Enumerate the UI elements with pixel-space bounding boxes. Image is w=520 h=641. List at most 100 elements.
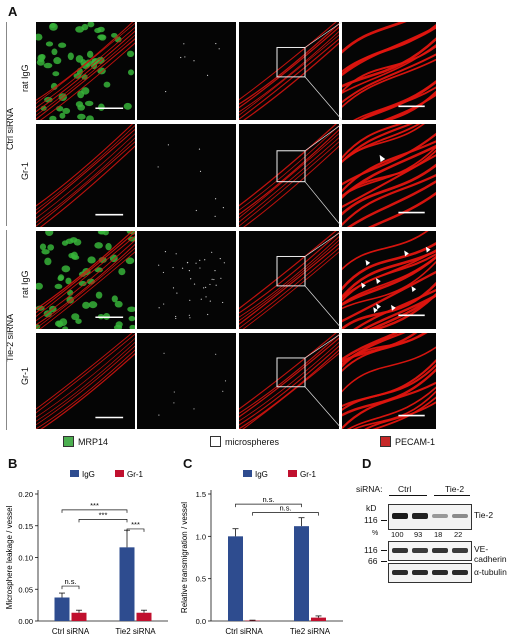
- mrp14-cell: [111, 295, 118, 303]
- pecam-vessel-strand: [36, 22, 135, 104]
- legend-label-gr-1: Gr-1: [300, 470, 317, 479]
- pecam-vessel-strand: [39, 251, 135, 329]
- pecam-zoom-strand: [342, 45, 436, 94]
- microsphere-dot: [199, 267, 201, 269]
- microsphere-dot: [215, 353, 217, 355]
- pecam-vessel-strand: [242, 251, 339, 329]
- microsphere-dot: [189, 317, 191, 319]
- legend-mrp14: MRP14: [63, 436, 108, 447]
- mrp14-cell: [58, 42, 67, 48]
- micrograph-tie2-ratigg-merge: [239, 231, 339, 329]
- legend-swatch-igg: [70, 470, 79, 477]
- mrp14-cell: [51, 48, 58, 56]
- microsphere-dot: [193, 408, 195, 410]
- mrp14-cell: [127, 306, 135, 313]
- y-tick-label: 0.20: [18, 490, 33, 499]
- mrp14-cell: [73, 238, 82, 246]
- y-axis-label: Relative transmigration / vessel: [180, 502, 189, 613]
- microsphere-dot: [215, 284, 217, 286]
- pecam-zoom-strand: [342, 260, 436, 310]
- microsphere-dot: [220, 277, 222, 279]
- y-tick-label: 0.05: [18, 585, 33, 594]
- y-tick-label: 1.0: [196, 532, 206, 541]
- pecam-vessel-strand: [36, 239, 135, 322]
- microsphere-dot: [175, 317, 177, 320]
- mrp14-cell: [87, 22, 95, 28]
- arrowhead-marker: [411, 286, 417, 293]
- pecam-zoom-strand: [342, 255, 436, 307]
- mrp14-cell: [37, 54, 45, 63]
- blot-tie2: [388, 504, 472, 530]
- mrp14-cell: [49, 23, 56, 29]
- pecam-vessel-strand: [36, 247, 135, 329]
- legend-label-microspheres: microspheres: [225, 436, 280, 447]
- x-tick-label: Ctrl siRNA: [225, 627, 263, 636]
- band-label-tie2: Tie-2: [474, 510, 494, 520]
- legend-swatch-igg: [243, 470, 252, 477]
- mrp14-cell: [59, 112, 66, 119]
- mrp14-cell: [111, 32, 118, 38]
- pecam-zoom-strand: [342, 173, 436, 227]
- pecam-vessel-strand: [36, 137, 135, 223]
- microsphere-dot: [173, 402, 175, 404]
- microsphere-dot: [211, 251, 213, 253]
- x-tick-label: Tie2 siRNA: [290, 627, 331, 636]
- pecam-zoom-strand: [382, 93, 436, 120]
- pecam-zoom-strand: [364, 401, 436, 429]
- legend-label-pecam1: PECAM-1: [395, 436, 436, 447]
- mrp14-cell: [45, 231, 54, 236]
- mrp14-cell: [61, 240, 69, 246]
- microsphere-dot: [224, 380, 227, 382]
- microsphere-dot: [167, 144, 169, 146]
- microsphere-dot: [188, 314, 190, 316]
- microsphere-dot: [199, 170, 202, 172]
- microsphere-dot: [205, 296, 207, 298]
- band-tie2-lane2: [412, 513, 428, 519]
- bar-gr-1: [245, 620, 260, 622]
- arrowhead-marker: [425, 246, 431, 253]
- pecam-zoom-strand: [352, 390, 436, 429]
- microsphere-dot: [209, 300, 211, 302]
- arrowhead-marker: [391, 304, 396, 311]
- mrp14-cell: [97, 34, 106, 40]
- significance-bracket: [235, 503, 302, 508]
- significance-label: n.s.: [64, 577, 76, 586]
- microsphere-dot: [214, 270, 216, 272]
- bar-igg: [228, 536, 243, 621]
- zoom-box: [276, 46, 306, 78]
- mrp14-cell: [78, 280, 87, 287]
- mrp14-cell: [43, 62, 53, 69]
- pecam-vessel-strand: [243, 145, 339, 227]
- legend-swatch-gr-1: [115, 470, 124, 477]
- ctrl-group-bar: [389, 495, 427, 496]
- pecam-vessel-strand: [36, 38, 135, 120]
- mrp14-cell: [39, 243, 47, 251]
- microsphere-dot: [215, 42, 217, 45]
- band-tubulin-lane1: [392, 570, 408, 575]
- x-tick-label: Ctrl siRNA: [52, 627, 90, 636]
- significance-label: ***: [90, 501, 99, 510]
- y-tick-label: 0.00: [18, 617, 33, 626]
- zoom-box: [276, 357, 306, 388]
- micrograph-ctrl-gr1-mrp14-pecam: [36, 124, 135, 227]
- mrp14-cell: [87, 256, 96, 264]
- blot-alpha-tubulin: [388, 563, 472, 583]
- pecam-zoom-strand: [342, 23, 436, 73]
- micrograph-ctrl-gr1-zoom: [342, 124, 436, 227]
- mrp14-cell: [55, 105, 64, 112]
- microsphere-dot: [222, 301, 224, 304]
- percent-lane4: 22: [454, 530, 463, 539]
- mrp14-cell: [81, 62, 91, 70]
- arrowhead-marker: [376, 278, 381, 285]
- microsphere-dot: [219, 258, 221, 260]
- sirna-ctrl-label: Ctrl: [398, 484, 412, 494]
- pecam-vessel-strand: [239, 22, 339, 105]
- microsphere-dot: [180, 56, 182, 59]
- pecam-zoom-strand: [342, 124, 425, 163]
- legend-label-igg: IgG: [255, 470, 268, 479]
- legend-microspheres: microspheres: [210, 436, 279, 447]
- pecam-vessel-strand: [239, 125, 339, 211]
- row-label-tie2-gr1: Gr-1: [20, 367, 30, 385]
- significance-bracket: [252, 512, 319, 516]
- pecam-vessel-strand: [36, 26, 135, 109]
